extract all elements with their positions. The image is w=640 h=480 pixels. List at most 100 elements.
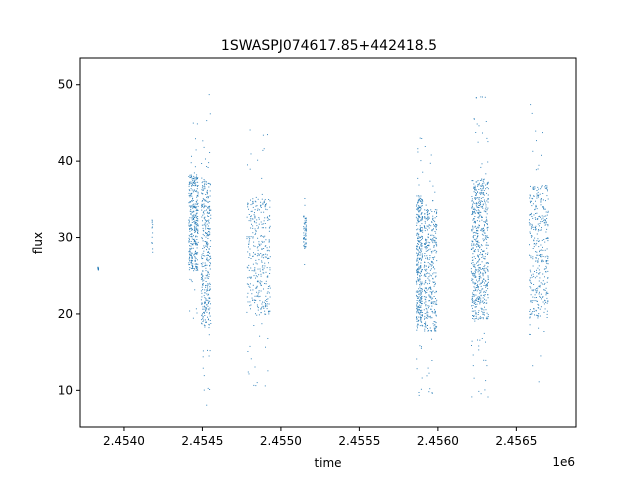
data-point bbox=[188, 192, 190, 194]
data-point bbox=[262, 254, 264, 256]
data-point bbox=[538, 188, 540, 190]
data-point bbox=[429, 255, 431, 256]
data-point bbox=[417, 199, 419, 201]
data-point bbox=[190, 177, 192, 178]
data-point bbox=[254, 268, 256, 270]
data-point bbox=[266, 254, 268, 256]
data-point bbox=[539, 251, 540, 253]
data-point bbox=[201, 315, 203, 317]
data-point bbox=[209, 206, 210, 208]
data-point bbox=[482, 313, 484, 315]
data-point bbox=[478, 286, 479, 288]
data-point bbox=[434, 284, 436, 286]
data-point bbox=[544, 186, 546, 188]
data-point bbox=[207, 227, 208, 229]
plot-area-frame bbox=[79, 57, 577, 428]
data-point bbox=[425, 324, 426, 326]
data-point bbox=[487, 269, 489, 271]
data-point bbox=[188, 202, 190, 204]
data-point bbox=[207, 196, 209, 197]
data-point bbox=[189, 196, 191, 198]
data-point bbox=[425, 204, 427, 206]
data-point bbox=[485, 253, 487, 255]
data-point bbox=[416, 264, 418, 266]
data-point bbox=[533, 284, 535, 285]
data-point bbox=[480, 197, 482, 199]
data-point bbox=[486, 312, 488, 314]
data-point bbox=[417, 278, 419, 280]
data-point bbox=[197, 263, 199, 265]
data-point bbox=[417, 305, 419, 307]
data-point bbox=[247, 164, 248, 166]
data-point bbox=[478, 280, 480, 282]
data-point bbox=[478, 259, 480, 261]
data-point bbox=[189, 194, 191, 196]
data-point bbox=[480, 307, 482, 309]
data-point bbox=[431, 291, 432, 293]
data-point bbox=[420, 274, 422, 276]
data-point bbox=[263, 200, 265, 202]
data-point bbox=[547, 277, 549, 279]
data-point bbox=[542, 217, 544, 219]
data-point bbox=[251, 223, 252, 225]
data-point bbox=[420, 227, 422, 228]
data-point bbox=[430, 251, 432, 252]
data-point bbox=[474, 249, 476, 251]
data-point bbox=[486, 244, 488, 246]
data-point bbox=[483, 313, 485, 315]
data-point bbox=[418, 214, 420, 216]
data-point bbox=[195, 179, 197, 181]
data-point bbox=[537, 194, 539, 196]
data-point bbox=[266, 303, 268, 305]
data-point bbox=[421, 236, 423, 238]
data-point bbox=[478, 217, 480, 219]
data-point bbox=[151, 243, 153, 244]
data-point bbox=[481, 280, 483, 282]
data-point bbox=[486, 223, 488, 224]
data-point bbox=[262, 235, 264, 237]
data-point bbox=[418, 296, 420, 298]
data-point bbox=[208, 302, 210, 304]
data-point bbox=[206, 259, 208, 261]
data-point bbox=[190, 181, 192, 183]
data-point bbox=[418, 243, 419, 245]
data-point bbox=[428, 279, 430, 281]
data-point bbox=[425, 321, 427, 323]
data-point bbox=[474, 185, 476, 187]
data-point bbox=[483, 294, 485, 296]
data-point bbox=[260, 312, 262, 314]
data-point bbox=[255, 272, 257, 274]
data-point bbox=[417, 237, 419, 239]
data-point bbox=[435, 322, 437, 324]
data-point bbox=[196, 196, 198, 198]
data-point bbox=[252, 255, 254, 257]
data-point bbox=[426, 317, 427, 319]
data-point bbox=[422, 229, 424, 231]
data-point bbox=[471, 305, 472, 307]
data-point bbox=[537, 260, 539, 262]
data-point bbox=[538, 164, 540, 166]
data-point bbox=[426, 246, 428, 248]
data-point bbox=[304, 218, 306, 220]
data-point bbox=[424, 217, 426, 219]
data-point bbox=[482, 185, 484, 187]
data-point bbox=[532, 296, 534, 298]
data-point bbox=[416, 309, 418, 311]
data-point bbox=[202, 306, 204, 308]
data-point bbox=[250, 277, 252, 279]
data-point bbox=[421, 216, 423, 217]
data-point bbox=[545, 294, 547, 296]
data-point bbox=[209, 152, 211, 153]
data-point bbox=[428, 265, 430, 267]
data-point bbox=[208, 230, 210, 232]
data-point bbox=[420, 229, 422, 231]
data-point bbox=[194, 226, 196, 228]
data-point bbox=[435, 315, 437, 317]
data-point bbox=[474, 287, 476, 289]
data-point bbox=[430, 264, 432, 266]
data-point bbox=[202, 181, 204, 183]
data-point bbox=[189, 177, 191, 179]
data-point bbox=[189, 256, 191, 258]
data-point bbox=[190, 268, 192, 269]
data-point bbox=[435, 275, 437, 277]
